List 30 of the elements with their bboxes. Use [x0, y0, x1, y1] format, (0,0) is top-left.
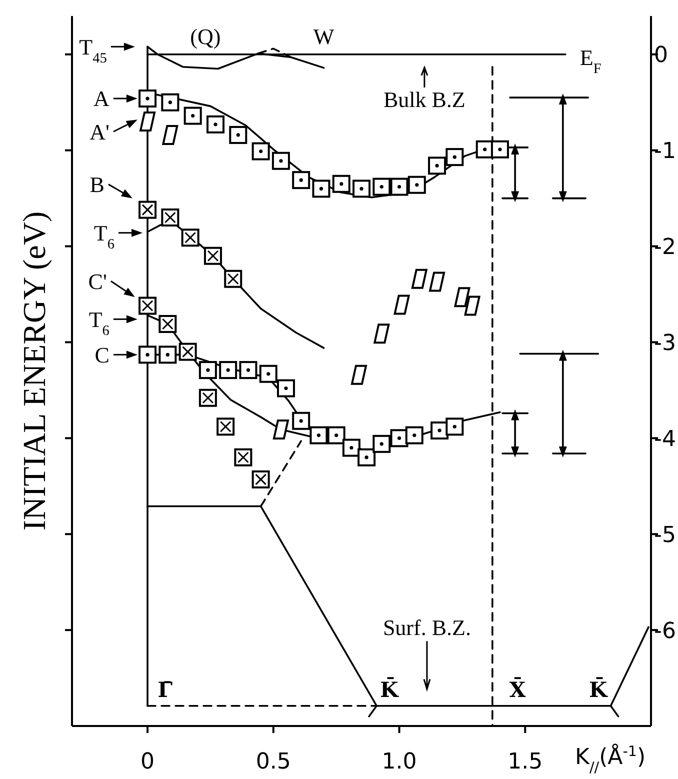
- annotation: X̄: [509, 676, 526, 702]
- annotation: K̄: [589, 676, 608, 702]
- x-tick-label: 1.5: [508, 750, 543, 775]
- annotation: C': [88, 268, 107, 294]
- x-tick-label: 0: [140, 750, 155, 775]
- x-axis-title: K$_{//}$(Å$^{-1}$): [575, 743, 646, 776]
- annotation: (Q): [190, 24, 221, 49]
- annotation: Bulk B.Z: [383, 87, 466, 112]
- annotation: Γ̄: [158, 676, 173, 702]
- annotation: E$_{F}$: [580, 44, 602, 77]
- y-tick-label: -6: [654, 618, 676, 644]
- y-tick-label: -2: [654, 235, 676, 260]
- x-tick-label: 0.5: [256, 750, 291, 775]
- annotation: C: [94, 342, 110, 368]
- annotation: A': [90, 119, 110, 144]
- y-axis-title: INITIAL ENERGY (eV): [16, 211, 52, 531]
- annotation: Surf. B.Z.: [382, 614, 471, 640]
- annotation: W: [313, 24, 334, 49]
- annotation: K̄: [380, 676, 400, 702]
- annotation: B: [90, 172, 104, 197]
- y-tick-label: -5: [654, 522, 676, 548]
- annotation: T$_{6}$: [94, 220, 114, 253]
- y-tick-label: 0: [654, 43, 668, 68]
- x-tick-label: 1.0: [382, 750, 417, 775]
- annotation: T$_{45}$: [79, 34, 107, 66]
- y-tick-label: -3: [654, 331, 676, 356]
- y-tick-label: -1: [654, 139, 676, 164]
- y-tick-label: -4: [654, 426, 676, 452]
- annotation: A: [94, 86, 110, 112]
- annotation: T$_{6}$: [88, 306, 110, 339]
